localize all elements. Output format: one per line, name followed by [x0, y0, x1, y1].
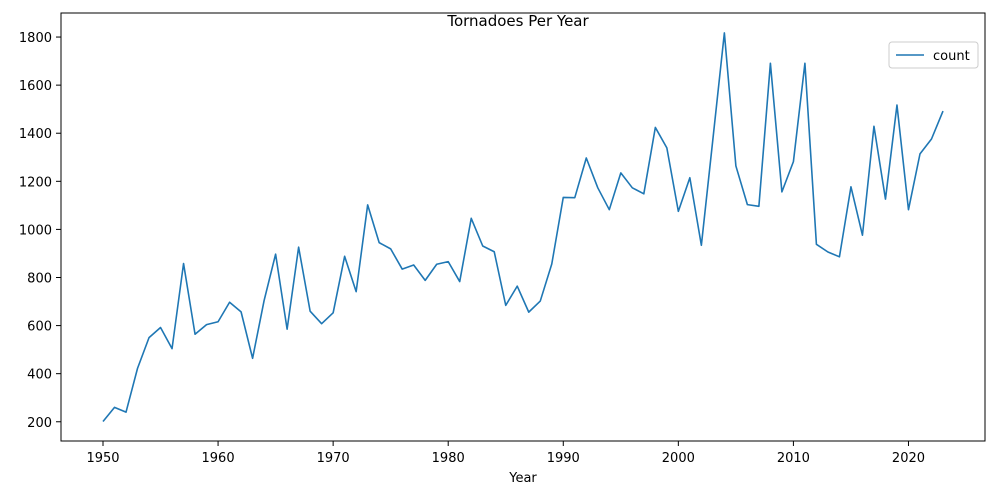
x-axis: 1950 1960 1970 1980 1990 2000 2010 2020 [86, 441, 925, 466]
x-axis-title: Year [508, 471, 537, 486]
y-tick-label: 1400 [19, 127, 52, 142]
series-line-count [102, 32, 944, 423]
y-tick-label: 400 [27, 368, 52, 383]
axes-frame [60, 12, 986, 442]
y-tick-label: 1000 [19, 223, 52, 238]
legend-label-count: count [933, 49, 970, 64]
x-tick-label: 1950 [86, 451, 119, 466]
legend[interactable]: count [888, 41, 979, 69]
plot-area [102, 32, 944, 423]
x-tick-label: 2010 [777, 451, 810, 466]
y-tick-label: 600 [27, 320, 52, 335]
legend-box [888, 41, 979, 69]
x-tick-label: 1960 [202, 451, 235, 466]
y-tick-label: 200 [27, 416, 52, 431]
x-tick-label: 2020 [892, 451, 925, 466]
x-tick-label: 1980 [432, 451, 465, 466]
y-tick-label: 1600 [19, 79, 52, 94]
chart-title: Tornadoes Per Year [446, 12, 589, 30]
y-tick-label: 800 [27, 271, 52, 286]
y-tick-label: 1800 [19, 31, 52, 46]
x-tick-label: 1990 [547, 451, 580, 466]
y-axis: 200 400 600 800 1000 1200 1400 1600 1800 [19, 31, 61, 431]
y-tick-label: 1200 [19, 175, 52, 190]
x-tick-label: 2000 [662, 451, 695, 466]
x-tick-label: 1970 [317, 451, 350, 466]
